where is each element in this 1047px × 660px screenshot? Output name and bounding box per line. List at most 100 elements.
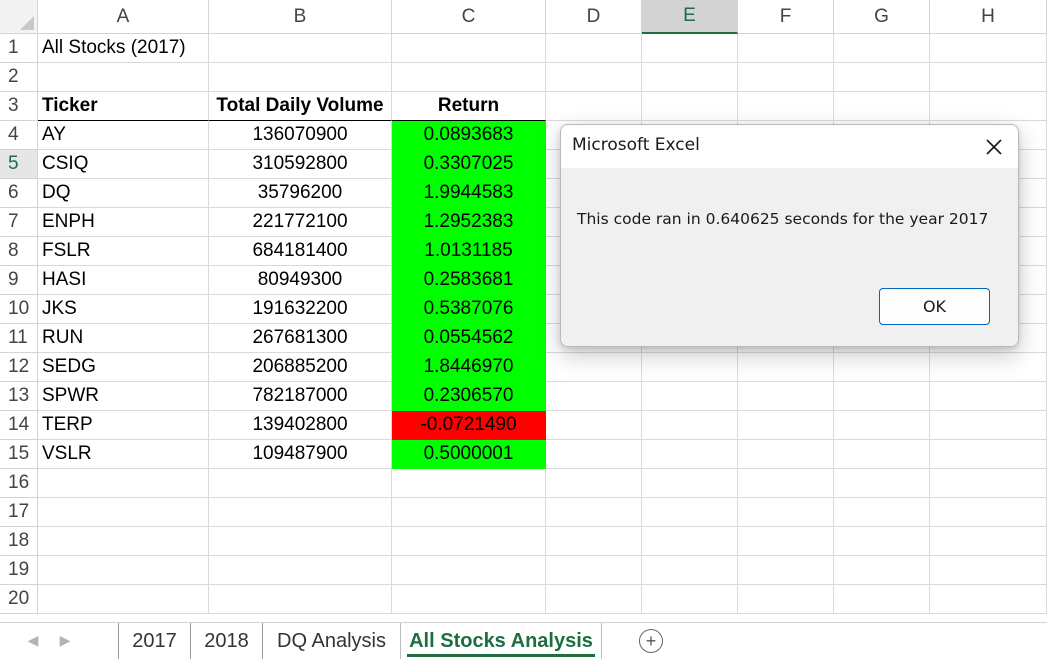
cell-e17[interactable]: [642, 498, 738, 527]
cell-f20[interactable]: [738, 585, 834, 614]
row-header-20[interactable]: 20: [0, 585, 38, 614]
cell-b16[interactable]: [209, 469, 392, 498]
cell-c19[interactable]: [392, 556, 546, 585]
cell-f15[interactable]: [738, 440, 834, 469]
sheet-tab-all-stocks-analysis[interactable]: All Stocks Analysis: [400, 623, 602, 659]
volume-cell[interactable]: 221772100: [209, 208, 392, 237]
cell-f1[interactable]: [738, 34, 834, 63]
cell-f14[interactable]: [738, 411, 834, 440]
volume-cell[interactable]: 139402800: [209, 411, 392, 440]
cell-g2[interactable]: [834, 63, 930, 92]
return-cell[interactable]: -0.0721490: [392, 411, 546, 440]
row-header-1[interactable]: 1: [0, 34, 38, 63]
ticker-cell[interactable]: SEDG: [38, 353, 209, 382]
cell-e20[interactable]: [642, 585, 738, 614]
cell-g15[interactable]: [834, 440, 930, 469]
cell-h18[interactable]: [930, 527, 1047, 556]
row-header-6[interactable]: 6: [0, 179, 38, 208]
column-header-f[interactable]: F: [738, 0, 834, 34]
return-cell[interactable]: 0.0554562: [392, 324, 546, 353]
cell-e19[interactable]: [642, 556, 738, 585]
column-header-h[interactable]: H: [930, 0, 1047, 34]
cell-c20[interactable]: [392, 585, 546, 614]
row-header-10[interactable]: 10: [0, 295, 38, 324]
return-cell[interactable]: 1.9944583: [392, 179, 546, 208]
cell-a16[interactable]: [38, 469, 209, 498]
row-header-8[interactable]: 8: [0, 237, 38, 266]
cell-e14[interactable]: [642, 411, 738, 440]
return-cell[interactable]: 0.5000001: [392, 440, 546, 469]
sheet-title-cell[interactable]: All Stocks (2017): [38, 34, 209, 63]
ticker-cell[interactable]: VSLR: [38, 440, 209, 469]
ticker-cell[interactable]: RUN: [38, 324, 209, 353]
cell-a2[interactable]: [38, 63, 209, 92]
volume-cell[interactable]: 782187000: [209, 382, 392, 411]
cell-b2[interactable]: [209, 63, 392, 92]
cell-c18[interactable]: [392, 527, 546, 556]
chevron-left-icon[interactable]: ◀: [27, 631, 39, 648]
cell-d12[interactable]: [546, 353, 642, 382]
volume-cell[interactable]: 191632200: [209, 295, 392, 324]
cell-h17[interactable]: [930, 498, 1047, 527]
cell-d3[interactable]: [546, 92, 642, 121]
cell-g20[interactable]: [834, 585, 930, 614]
cell-h16[interactable]: [930, 469, 1047, 498]
volume-cell[interactable]: 684181400: [209, 237, 392, 266]
cell-e18[interactable]: [642, 527, 738, 556]
return-cell[interactable]: 0.2306570: [392, 382, 546, 411]
row-header-11[interactable]: 11: [0, 324, 38, 353]
column-header-c[interactable]: C: [392, 0, 546, 34]
cell-f12[interactable]: [738, 353, 834, 382]
cell-e2[interactable]: [642, 63, 738, 92]
column-header-d[interactable]: D: [546, 0, 642, 34]
cell-g18[interactable]: [834, 527, 930, 556]
cell-h20[interactable]: [930, 585, 1047, 614]
cell-h14[interactable]: [930, 411, 1047, 440]
row-header-16[interactable]: 16: [0, 469, 38, 498]
close-icon[interactable]: [980, 133, 1008, 161]
ticker-cell[interactable]: SPWR: [38, 382, 209, 411]
return-cell[interactable]: 1.0131185: [392, 237, 546, 266]
volume-cell[interactable]: 35796200: [209, 179, 392, 208]
cell-f18[interactable]: [738, 527, 834, 556]
row-header-2[interactable]: 2: [0, 63, 38, 92]
cell-e12[interactable]: [642, 353, 738, 382]
return-cell[interactable]: 1.8446970: [392, 353, 546, 382]
cell-f17[interactable]: [738, 498, 834, 527]
ticker-cell[interactable]: ENPH: [38, 208, 209, 237]
header-total-daily-volume[interactable]: Total Daily Volume: [209, 92, 392, 121]
cell-d1[interactable]: [546, 34, 642, 63]
cell-d13[interactable]: [546, 382, 642, 411]
row-header-19[interactable]: 19: [0, 556, 38, 585]
ticker-cell[interactable]: TERP: [38, 411, 209, 440]
ticker-cell[interactable]: HASI: [38, 266, 209, 295]
chevron-right-icon[interactable]: ▶: [59, 631, 71, 648]
column-header-g[interactable]: G: [834, 0, 930, 34]
row-header-13[interactable]: 13: [0, 382, 38, 411]
volume-cell[interactable]: 267681300: [209, 324, 392, 353]
header-return[interactable]: Return: [392, 92, 546, 121]
cell-h13[interactable]: [930, 382, 1047, 411]
cell-g19[interactable]: [834, 556, 930, 585]
cell-b20[interactable]: [209, 585, 392, 614]
cell-c16[interactable]: [392, 469, 546, 498]
cell-g14[interactable]: [834, 411, 930, 440]
column-header-b[interactable]: B: [209, 0, 392, 34]
ticker-cell[interactable]: AY: [38, 121, 209, 150]
cell-f3[interactable]: [738, 92, 834, 121]
row-header-14[interactable]: 14: [0, 411, 38, 440]
cell-d17[interactable]: [546, 498, 642, 527]
ticker-cell[interactable]: CSIQ: [38, 150, 209, 179]
volume-cell[interactable]: 310592800: [209, 150, 392, 179]
cell-h3[interactable]: [930, 92, 1047, 121]
cell-b1[interactable]: [209, 34, 392, 63]
cell-d18[interactable]: [546, 527, 642, 556]
return-cell[interactable]: 0.2583681: [392, 266, 546, 295]
select-all-corner[interactable]: [0, 0, 38, 34]
cell-f19[interactable]: [738, 556, 834, 585]
cell-c2[interactable]: [392, 63, 546, 92]
ticker-cell[interactable]: JKS: [38, 295, 209, 324]
cell-f13[interactable]: [738, 382, 834, 411]
dialog-titlebar[interactable]: Microsoft Excel: [561, 125, 1018, 168]
cell-d2[interactable]: [546, 63, 642, 92]
